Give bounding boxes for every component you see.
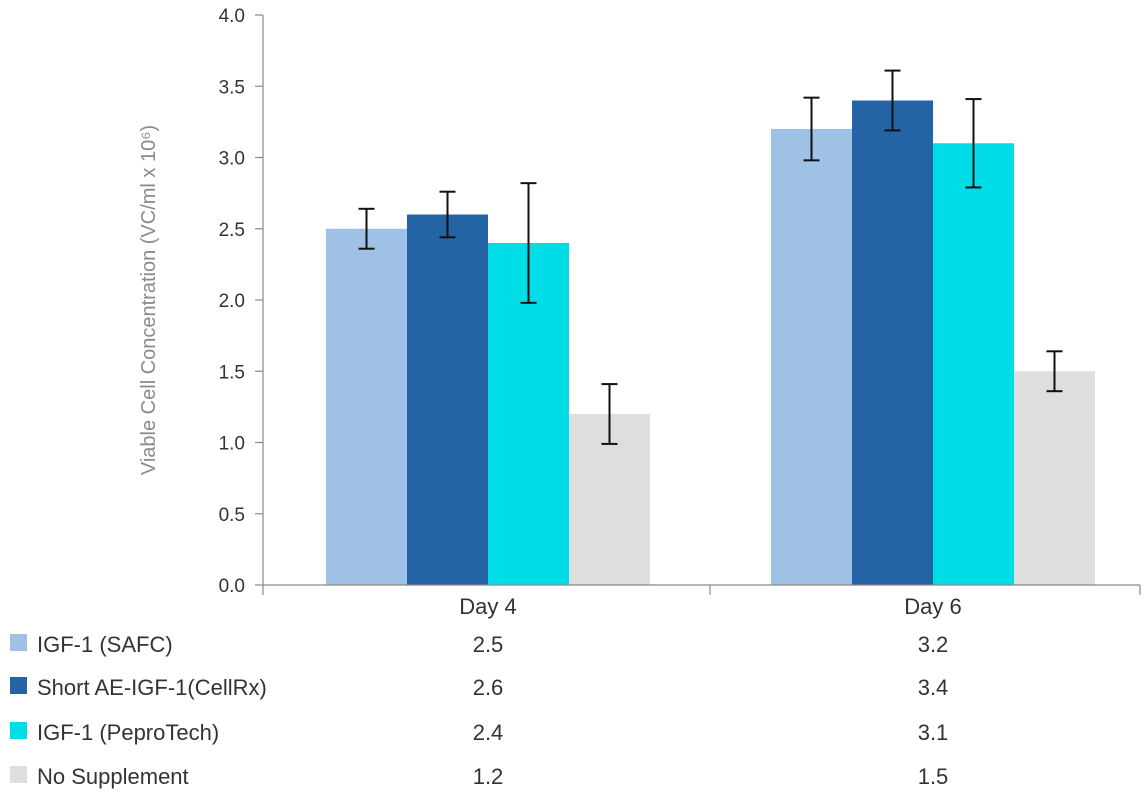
legend-label: IGF-1 (PeproTech) (37, 720, 219, 745)
table-value: 2.4 (473, 720, 504, 745)
bar (933, 143, 1014, 585)
y-tick-label: 2.0 (219, 291, 245, 312)
table-value: 1.5 (918, 764, 949, 789)
y-axis: 0.0 0.5 1.0 1.5 2.0 2.5 3.0 3.5 4.0 (219, 6, 263, 597)
legend-label: Short AE-IGF-1(CellRx) (37, 675, 267, 700)
bar (852, 100, 933, 585)
axes (262, 15, 1141, 595)
table-value: 3.1 (918, 720, 949, 745)
legend-swatch (10, 722, 27, 739)
x-category-label: Day 6 (904, 594, 961, 619)
table-value: 1.2 (473, 764, 504, 789)
table-value: 3.2 (918, 632, 949, 657)
table-value: 2.6 (473, 675, 504, 700)
error-bars (358, 69, 1063, 445)
legend-swatch (10, 766, 27, 783)
table-value: 2.5 (473, 632, 504, 657)
legend-swatch (10, 677, 27, 694)
y-tick-label: 2.5 (219, 220, 245, 241)
bar (407, 214, 488, 585)
x-axis: Day 4 Day 6 (459, 594, 961, 619)
y-tick-label: 4.0 (219, 6, 245, 27)
legend-label: IGF-1 (SAFC) (37, 632, 173, 657)
data-table: IGF-1 (SAFC) 2.5 3.2 Short AE-IGF-1(CellRx)… (10, 632, 948, 789)
table-value: 3.4 (918, 675, 949, 700)
y-tick-label: 1.5 (219, 362, 245, 383)
y-tick-label: 3.5 (219, 77, 245, 98)
y-tick-label: 0.0 (219, 576, 245, 597)
y-tick-label: 1.0 (219, 434, 245, 455)
bar (326, 228, 407, 585)
y-tick-label: 0.5 (219, 505, 245, 526)
bars (326, 100, 1095, 585)
y-tick-label: 3.0 (219, 149, 245, 170)
bar (771, 129, 852, 585)
legend-label: No Supplement (37, 764, 189, 789)
y-axis-label: Viable Cell Concentration (VC/ml x 10⁶) (138, 125, 160, 475)
bar (1014, 371, 1095, 585)
x-category-label: Day 4 (459, 594, 516, 619)
legend-swatch (10, 634, 27, 651)
